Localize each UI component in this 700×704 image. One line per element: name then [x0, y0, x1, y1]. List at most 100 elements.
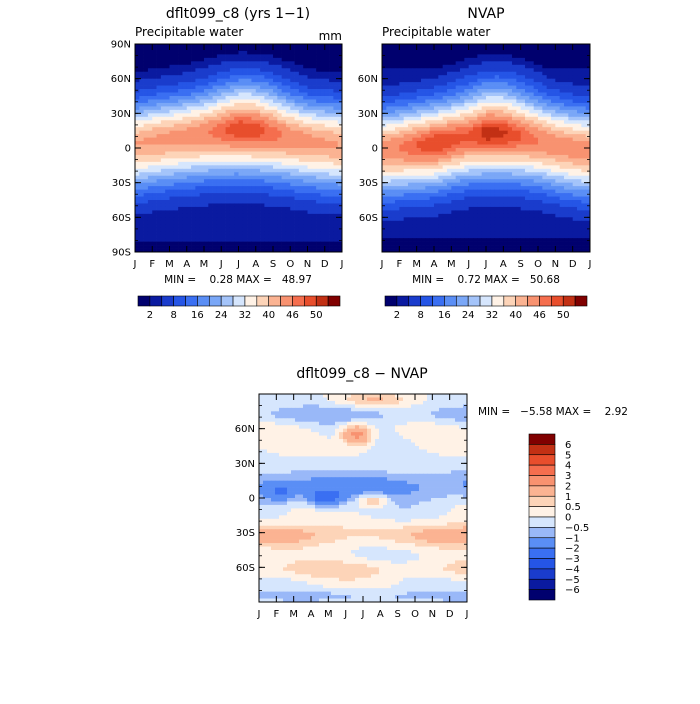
heatmap-cell: [560, 47, 565, 51]
heatmap-cell: [512, 93, 517, 97]
heatmap-cell: [312, 103, 317, 107]
heatmap-cell: [443, 141, 448, 145]
heatmap-cell: [329, 179, 334, 183]
heatmap-cell: [333, 203, 338, 207]
heatmap-cell: [256, 96, 261, 100]
heatmap-cell: [477, 176, 482, 180]
heatmap-cell: [148, 79, 153, 83]
heatmap-cell: [187, 117, 192, 121]
heatmap-cell: [320, 106, 325, 110]
colorbar-swatch: [269, 296, 281, 306]
heatmap-cell: [286, 96, 291, 100]
heatmap-cell: [144, 158, 149, 162]
heatmap-cell: [456, 120, 461, 124]
heatmap-cell: [295, 86, 300, 90]
heatmap-cell: [182, 148, 187, 152]
heatmap-cell: [430, 51, 435, 55]
heatmap-cell: [170, 235, 175, 239]
heatmap-cell: [200, 158, 205, 162]
heatmap-cell: [560, 51, 565, 55]
heatmap-cell: [191, 131, 196, 135]
heatmap-cell: [260, 141, 265, 145]
heatmap-cell: [469, 124, 474, 128]
heatmap-cell: [438, 176, 443, 180]
heatmap-cell: [333, 186, 338, 190]
heatmap-cell: [490, 86, 495, 90]
heatmap-cell: [529, 183, 534, 187]
heatmap-cell: [551, 145, 556, 149]
heatmap-cell: [391, 75, 396, 79]
heatmap-cell: [195, 179, 200, 183]
heatmap-cell: [564, 99, 569, 103]
heatmap-cell: [534, 58, 539, 62]
heatmap-cell: [260, 79, 265, 83]
x-tick-label: J: [219, 259, 223, 270]
heatmap-cell: [208, 203, 213, 207]
heatmap-cell: [451, 113, 456, 117]
heatmap-cell: [213, 228, 218, 232]
heatmap-cell: [417, 61, 422, 65]
heatmap-cell: [157, 68, 162, 72]
heatmap-cell: [204, 176, 209, 180]
heatmap-cell: [217, 145, 222, 149]
heatmap-cell: [391, 165, 396, 169]
heatmap-cell: [469, 120, 474, 124]
heatmap-cell: [247, 203, 252, 207]
heatmap-cell: [443, 151, 448, 155]
heatmap-cell: [247, 72, 252, 76]
heatmap-cell: [490, 65, 495, 69]
heatmap-cell: [303, 169, 308, 173]
heatmap-cell: [299, 235, 304, 239]
heatmap-cell: [260, 44, 265, 48]
heatmap-cell: [534, 131, 539, 135]
heatmap-cell: [230, 238, 235, 242]
heatmap-cell: [269, 99, 274, 103]
heatmap-cell: [525, 148, 530, 152]
heatmap-cell: [499, 106, 504, 110]
heatmap-cell: [174, 190, 179, 194]
heatmap-cell: [273, 110, 278, 114]
heatmap-cell: [512, 138, 517, 142]
heatmap-cell: [239, 179, 244, 183]
heatmap-cell: [221, 75, 226, 79]
heatmap-cell: [469, 110, 474, 114]
heatmap-cell: [456, 113, 461, 117]
heatmap-cell: [277, 231, 282, 235]
heatmap-cell: [329, 124, 334, 128]
heatmap-cell: [469, 158, 474, 162]
heatmap-cell: [469, 72, 474, 76]
heatmap-cell: [581, 44, 586, 48]
heatmap-cell: [230, 120, 235, 124]
heatmap-cell: [417, 68, 422, 72]
heatmap-cell: [542, 54, 547, 58]
heatmap-cell: [217, 169, 222, 173]
heatmap-cell: [443, 96, 448, 100]
heatmap-cell: [417, 158, 422, 162]
heatmap-cell: [234, 179, 239, 183]
heatmap-cell: [521, 54, 526, 58]
heatmap-cell: [451, 158, 456, 162]
heatmap-cell: [521, 127, 526, 131]
heatmap-cell: [230, 65, 235, 69]
heatmap-cell: [152, 214, 157, 218]
heatmap-cell: [161, 138, 166, 142]
heatmap-cell: [152, 200, 157, 204]
heatmap-cell: [178, 96, 183, 100]
heatmap-cell: [333, 61, 338, 65]
heatmap-cell: [200, 127, 205, 131]
heatmap-cell: [273, 193, 278, 197]
heatmap-cell: [217, 141, 222, 145]
heatmap-cell: [148, 231, 153, 235]
heatmap-cell: [187, 106, 192, 110]
heatmap-cell: [260, 176, 265, 180]
heatmap-cell: [460, 99, 465, 103]
heatmap-cell: [264, 235, 269, 239]
heatmap-cell: [456, 117, 461, 121]
heatmap-cell: [157, 245, 162, 249]
heatmap-cell: [170, 117, 175, 121]
heatmap-cell: [165, 54, 170, 58]
heatmap-cell: [503, 44, 508, 48]
heatmap-cell: [534, 79, 539, 83]
heatmap-cell: [239, 54, 244, 58]
heatmap-cell: [495, 51, 500, 55]
